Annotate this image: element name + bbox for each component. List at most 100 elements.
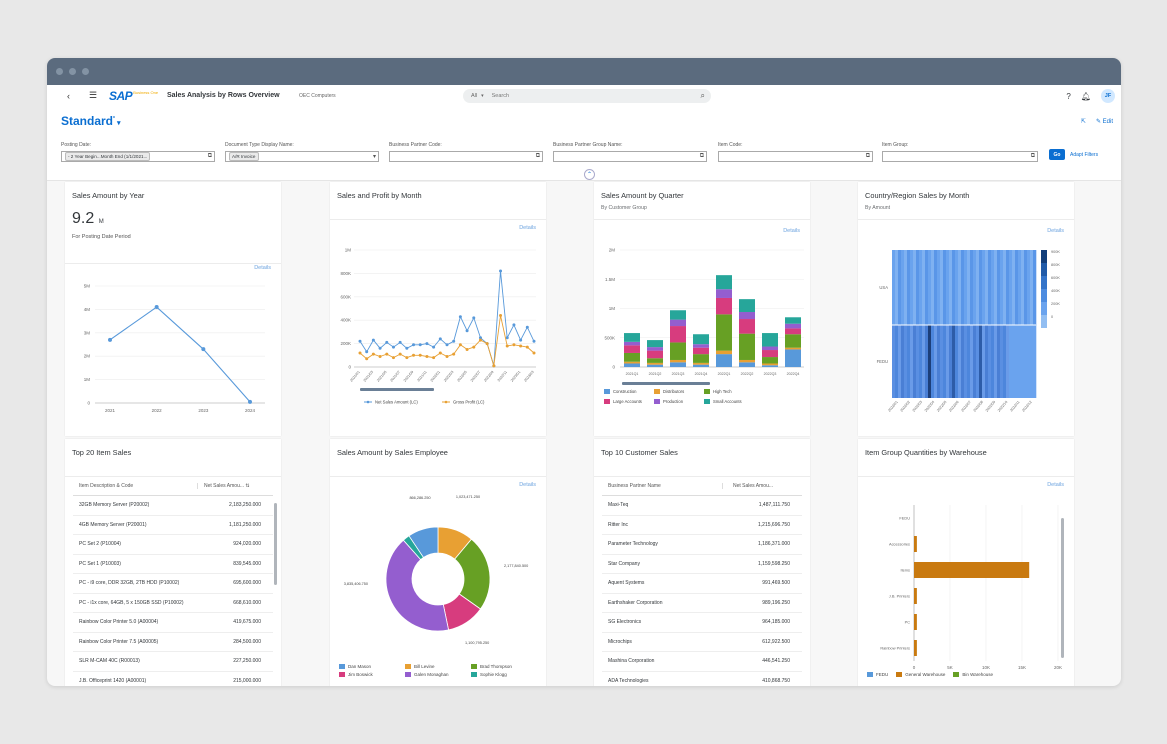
table-row[interactable]: J.B. Officeprint 1420 (A00001) 215,000.00… xyxy=(73,672,273,687)
table-scrollbar[interactable] xyxy=(274,503,277,585)
legend-item[interactable]: Bill Levine xyxy=(405,664,471,669)
item-group-input[interactable]: ⧉ xyxy=(882,151,1038,162)
table-row[interactable]: 4GB Memory Server (P20001) 1,181,250.000 xyxy=(73,516,273,535)
posting-date-token[interactable]: - 2 Year Begin...Month End (1/1/2021... xyxy=(65,152,151,161)
legend-item[interactable]: Bin Warehouse xyxy=(953,672,993,677)
search-scope[interactable]: All xyxy=(471,93,478,99)
details-link[interactable]: Details xyxy=(783,228,800,234)
bar-segment xyxy=(693,347,709,355)
table-row[interactable]: Rainbow Color Printer 5.0 (A00004) 419,67… xyxy=(73,613,273,633)
back-arrow-icon[interactable]: ‹ xyxy=(67,91,70,101)
card-country-sales-by-month[interactable]: Country/Region Sales by Month By Amount D… xyxy=(858,182,1074,436)
share-icon[interactable]: ⇱ xyxy=(1080,119,1086,125)
table-row[interactable]: Parameter Technology 1,186,371.000 xyxy=(602,535,802,555)
card-sales-profit-by-month[interactable]: Sales and Profit by Month Details 0 200K 4… xyxy=(330,182,546,436)
table-header: Item Description & Code Net Sales Amou..… xyxy=(73,477,273,496)
legend-item[interactable]: Galen Monaghan xyxy=(405,672,471,677)
edit-button[interactable]: ✎ Edit xyxy=(1095,119,1113,125)
table-row[interactable]: PC Set 1 (P10003) 839,545.000 xyxy=(73,555,273,574)
notification-bell-icon[interactable]: 🔔︎ xyxy=(1080,91,1091,101)
card-sales-by-year[interactable]: Sales Amount by Year 9.2 M For Posting D… xyxy=(65,182,281,436)
help-icon[interactable]: ? xyxy=(1066,91,1071,101)
details-link[interactable]: Details xyxy=(254,265,271,271)
search-input[interactable]: Search xyxy=(491,93,510,99)
details-link[interactable]: Details xyxy=(1047,482,1064,488)
window-dot-maximize[interactable] xyxy=(82,68,89,75)
table-row[interactable]: Mashina Corporation 446,541.250 xyxy=(602,652,802,672)
column-header[interactable]: Net Sales Amou... xyxy=(722,483,802,489)
window-dot-minimize[interactable] xyxy=(69,68,76,75)
x-tick-label: 2022/09 xyxy=(483,370,494,383)
document-type-token[interactable]: A/R Invoice xyxy=(229,152,259,161)
card-top-20-items[interactable]: Top 20 Item Sales Item Description & Cod… xyxy=(65,439,281,686)
value-help-icon[interactable]: ⧉ xyxy=(699,153,704,159)
sap-logo[interactable]: SAP Business One xyxy=(109,89,159,103)
legend-item[interactable]: FEDU xyxy=(867,672,888,677)
column-header[interactable]: Business Partner Name xyxy=(608,482,661,489)
table-row[interactable]: 32GB Memory Server (P20002) 2,183,250.000 xyxy=(73,496,273,516)
range-slider xyxy=(360,388,434,391)
series-line xyxy=(359,271,535,366)
table-row[interactable]: Microchips 612,922.500 xyxy=(602,633,802,652)
menu-icon[interactable]: ☰ xyxy=(89,90,98,100)
heatmap-cell xyxy=(1012,250,1016,325)
chart-scrollbar[interactable] xyxy=(1061,518,1064,658)
card-sales-by-employee[interactable]: Sales Amount by Sales Employee Details 8… xyxy=(330,439,546,686)
y-tick-label: J.B. Printers xyxy=(889,594,910,599)
legend-item[interactable]: Dan Mason xyxy=(339,664,405,669)
heatmap-cell xyxy=(979,325,983,398)
row-label: USA xyxy=(879,285,888,290)
details-link[interactable]: Details xyxy=(519,225,536,231)
item-code-input[interactable]: ⧉ xyxy=(718,151,873,162)
cell-amount: 1,215,696.750 xyxy=(758,521,790,528)
table-row[interactable]: SLR M-CAM 40C (R00013) 227,250.000 xyxy=(73,652,273,672)
card-sales-by-quarter[interactable]: Sales Amount by Quarter By Customer Group… xyxy=(594,182,810,436)
search-icon[interactable]: ⌕ xyxy=(700,91,705,100)
card-subtitle: By Amount xyxy=(865,205,891,211)
variant-selector[interactable]: Standard*▾ xyxy=(61,114,121,128)
chevron-down-icon[interactable]: ▾ xyxy=(481,93,484,99)
heatmap-cell xyxy=(1009,250,1013,325)
bar-segment xyxy=(670,310,686,320)
bp-code-input[interactable]: ⧉ xyxy=(389,151,543,162)
table-row[interactable]: PC - i9 core, DDR 32GB, 2TB HDD (P10002)… xyxy=(73,574,273,594)
data-point xyxy=(378,354,382,358)
legend-item[interactable]: Brad Thompson xyxy=(471,664,537,669)
card-top-10-customers[interactable]: Top 10 Customer Sales Business Partner N… xyxy=(594,439,810,686)
table-row[interactable]: SG Electronics 964,185.000 xyxy=(602,613,802,633)
search-field[interactable]: All ▾ Search ⌕ xyxy=(463,89,711,103)
legend-item[interactable]: Jim Boswick xyxy=(339,672,405,677)
table-row[interactable]: Ritter Inc 1,215,696.750 xyxy=(602,516,802,535)
chevron-down-icon[interactable]: ▾ xyxy=(372,154,376,160)
document-type-select[interactable]: A/R Invoice ▾ xyxy=(225,151,379,162)
value-help-icon[interactable]: ⧉ xyxy=(207,153,212,159)
adapt-filters-button[interactable]: Adapt Filters xyxy=(1070,152,1099,158)
posting-date-input[interactable]: - 2 Year Begin...Month End (1/1/2021... … xyxy=(61,151,215,162)
card-item-group-by-warehouse[interactable]: Item Group Quantities by Warehouse Detai… xyxy=(858,439,1074,686)
value-help-icon[interactable]: ⧉ xyxy=(535,153,540,159)
legend-item[interactable]: General Warehouse xyxy=(896,672,945,677)
user-avatar[interactable]: JF xyxy=(1101,89,1115,103)
heatmap-cell xyxy=(982,250,986,325)
table-row[interactable]: PC Set 2 (P10004) 924,020.000 xyxy=(73,535,273,555)
table-row[interactable]: Earthshaker Corporation 989,196.250 xyxy=(602,594,802,613)
heatmap-cell xyxy=(979,250,983,325)
data-point xyxy=(525,345,529,349)
legend-item[interactable]: Sophie Klogg xyxy=(471,672,537,677)
table-row[interactable]: Aquent Systems 991,469.500 xyxy=(602,574,802,594)
value-help-icon[interactable]: ⧉ xyxy=(1030,153,1035,159)
value-help-icon[interactable]: ⧉ xyxy=(865,153,870,159)
table-row[interactable]: Rainbow Color Printer 7.5 (A00005) 284,50… xyxy=(73,633,273,652)
table-row[interactable]: Star Company 1,159,598.250 xyxy=(602,555,802,574)
go-button[interactable]: Go xyxy=(1049,149,1065,160)
table-row[interactable]: PC - i1x core, 64GB, 5 x 150GB SSD (P100… xyxy=(73,594,273,613)
table-row[interactable]: ADA Technologies 410,868.750 xyxy=(602,672,802,687)
collapse-header-icon[interactable]: ⌃ xyxy=(584,169,595,180)
details-link[interactable]: Details xyxy=(1047,228,1064,234)
window-dot-close[interactable] xyxy=(56,68,63,75)
bp-group-input[interactable]: ⧉ xyxy=(553,151,707,162)
column-header[interactable]: Item Description & Code xyxy=(79,482,134,489)
table-row[interactable]: Maxi-Teq 1,487,111.750 xyxy=(602,496,802,516)
column-header[interactable]: Net Sales Amou... ⇅ xyxy=(197,483,273,489)
details-link[interactable]: Details xyxy=(519,482,536,488)
